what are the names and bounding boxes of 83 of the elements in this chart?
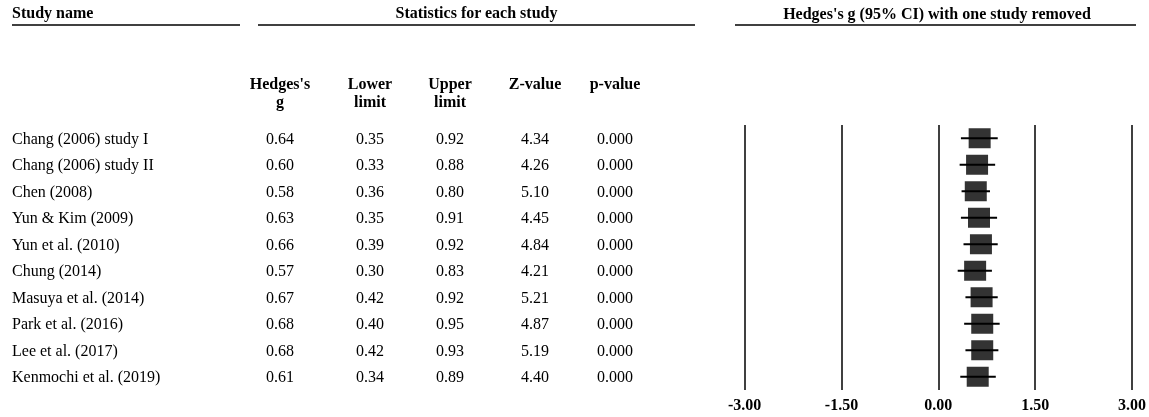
data-label: 4.84	[521, 235, 549, 253]
point	[964, 260, 987, 281]
data-label: 0.80	[436, 182, 464, 200]
text: Lower limit	[347, 74, 393, 110]
data-label: 0.000	[597, 368, 633, 386]
x-tick-label: -1.50	[824, 395, 859, 413]
category-label: Kenmochi et al. (2019)	[12, 368, 161, 387]
data-label: 0.42	[356, 288, 384, 306]
data-label: 0.000	[597, 341, 633, 359]
data-label: 0.89	[436, 368, 464, 386]
data-label: 4.87	[521, 315, 549, 333]
data-label: 0.40	[356, 315, 384, 333]
data-label: 0.36	[356, 182, 384, 200]
category-label: Chung (2014)	[12, 262, 102, 281]
data-label: 0.60	[266, 156, 294, 174]
data-label: 0.30	[356, 262, 384, 280]
x-tick-label: 1.50	[1021, 395, 1050, 413]
data-label: 0.57	[266, 262, 294, 280]
data-label: 0.000	[597, 209, 633, 227]
data-label: 4.34	[521, 129, 549, 147]
text: p-value	[589, 74, 641, 93]
text: Z-value	[508, 74, 562, 92]
text: Upper limit	[428, 74, 472, 110]
category-label: Lee et al. (2017)	[12, 341, 118, 360]
point	[966, 366, 989, 387]
category-label: Masuya et al. (2014)	[12, 288, 145, 307]
text: Hedges's g	[249, 74, 311, 111]
data-label: 0.95	[436, 315, 464, 333]
point	[971, 313, 994, 334]
data-label: 0.88	[436, 156, 464, 174]
data-label: 0.35	[356, 209, 384, 227]
point	[964, 181, 987, 202]
data-label: 0.000	[597, 288, 633, 306]
data-label: 0.92	[436, 129, 464, 147]
data-label: 4.21	[521, 262, 549, 280]
data-label: 0.93	[436, 341, 464, 359]
data-label: 0.39	[356, 235, 384, 253]
data-label: 0.63	[266, 209, 294, 227]
data-label: 0.000	[597, 235, 633, 253]
data-label: 0.000	[597, 182, 633, 200]
category-label: Chen (2008)	[12, 182, 93, 201]
data-label: 0.83	[436, 262, 464, 280]
data-label: 0.66	[266, 235, 294, 253]
point	[968, 207, 990, 228]
data-label: 0.42	[356, 341, 384, 359]
data-label: 4.45	[521, 209, 549, 227]
x-tick-label: 0.00	[924, 395, 953, 413]
data-label: 4.40	[521, 368, 549, 386]
data-label: 0.92	[436, 235, 464, 253]
text: Statistics for each study	[395, 3, 558, 22]
chart-title: Hedges's g (95% CI) with one study removed	[783, 4, 1091, 23]
data-label: 5.19	[521, 341, 549, 359]
data-label: 0.67	[266, 288, 294, 306]
data-label: 4.26	[521, 156, 549, 174]
data-label: 5.10	[521, 182, 549, 200]
data-label: 0.000	[597, 315, 633, 333]
data-label: 0.61	[266, 368, 294, 386]
point	[968, 128, 991, 149]
data-label: 0.91	[436, 209, 464, 227]
data-label: 0.000	[597, 262, 633, 280]
text: Study name	[12, 3, 94, 22]
category-label: Yun et al. (2010)	[12, 235, 120, 254]
category-label: Chang (2006) study I	[12, 129, 149, 148]
point	[966, 154, 989, 175]
data-label: 0.000	[597, 129, 633, 147]
x-tick-label: 3.00	[1118, 395, 1146, 413]
category-label: Park et al. (2016)	[12, 315, 124, 334]
category-label: Chang (2006) study II	[12, 156, 154, 175]
data-label: 0.000	[597, 156, 633, 174]
x-tick-label: -3.00	[728, 395, 762, 413]
category-label: Yun & Kim (2009)	[12, 209, 134, 228]
data-label: 0.33	[356, 156, 384, 174]
data-label: 0.68	[266, 341, 294, 359]
data-label: 0.64	[266, 129, 294, 147]
point	[971, 340, 994, 361]
data-label: 0.35	[356, 129, 384, 147]
data-label: 0.58	[266, 182, 294, 200]
data-label: 5.21	[521, 288, 549, 306]
data-label: 0.92	[436, 288, 464, 306]
point	[969, 234, 992, 255]
point	[970, 287, 993, 308]
data-label: 0.34	[356, 368, 384, 386]
data-label: 0.68	[266, 315, 294, 333]
